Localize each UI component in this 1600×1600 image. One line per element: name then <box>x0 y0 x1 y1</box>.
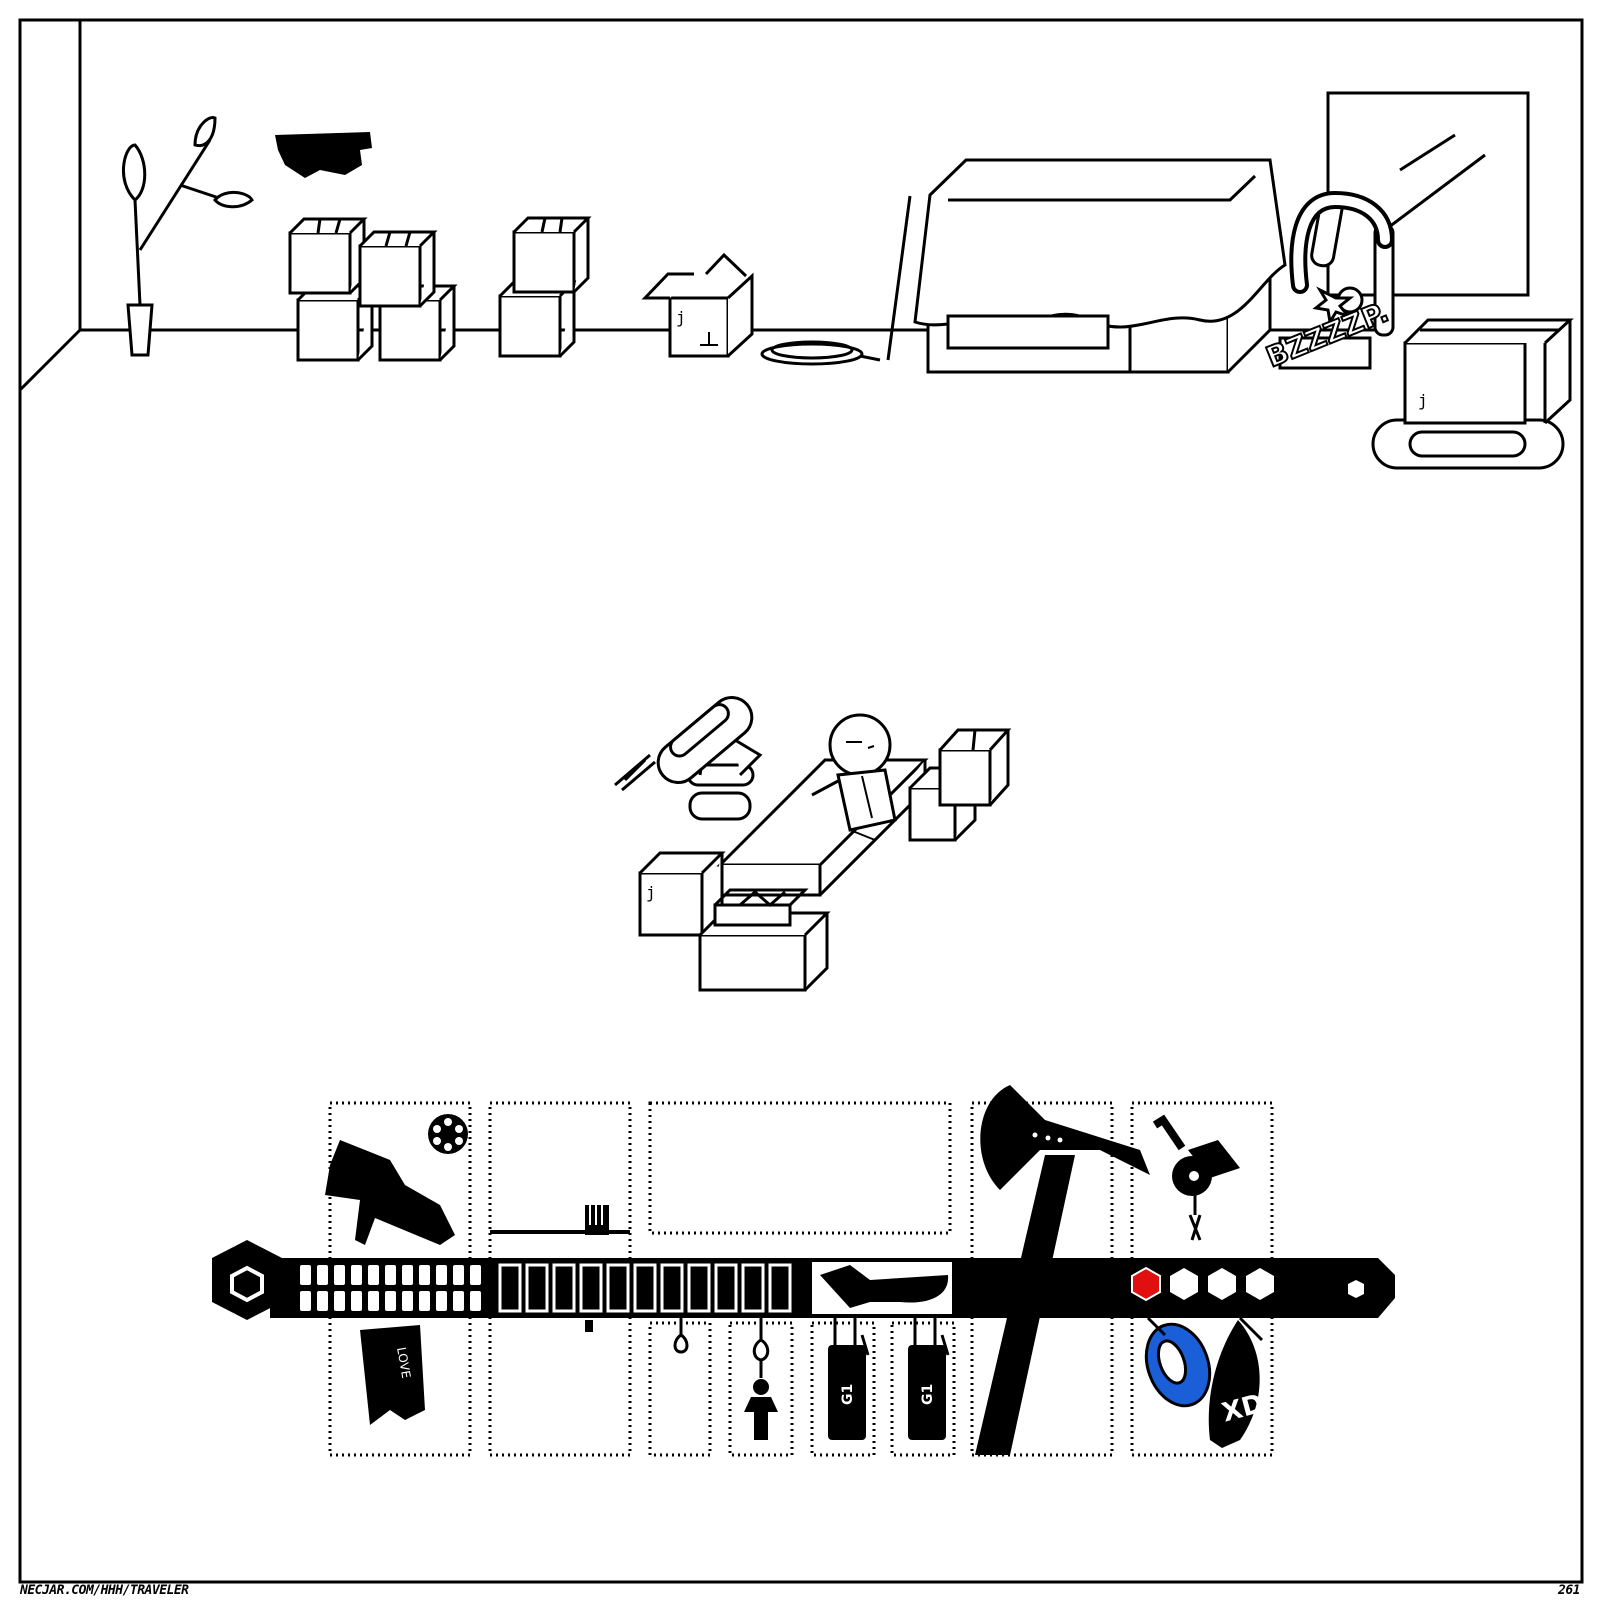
ammo-counter <box>300 1263 792 1313</box>
ammo-cell <box>334 1265 345 1285</box>
ammo-cell <box>385 1265 396 1285</box>
comb-icon[interactable] <box>490 1205 630 1332</box>
ammo-cell <box>402 1265 413 1285</box>
box-glyph: j <box>646 883 656 902</box>
ammo-cell <box>453 1265 464 1285</box>
ammo-cell <box>317 1265 328 1285</box>
ammo-cell <box>453 1291 464 1311</box>
ammo-cell-large <box>525 1263 549 1313</box>
ammo-cell-large <box>741 1263 765 1313</box>
belt-bar <box>212 1240 1395 1320</box>
key-icon[interactable] <box>1152 1114 1240 1241</box>
coiled-cable <box>760 340 881 366</box>
ammo-cell <box>368 1265 379 1285</box>
revolver-label: LOVE <box>394 1346 413 1379</box>
mirror-panel <box>1326 91 1530 297</box>
footer-url[interactable]: NECJAR.COM/HHH/TRAVELER <box>20 1583 189 1598</box>
box-glyph: j <box>676 308 686 327</box>
slot-grenade-2[interactable] <box>890 1321 956 1457</box>
belt-hex-icon <box>212 1240 282 1320</box>
ammo-cell-large <box>660 1263 684 1313</box>
health-hex-active <box>1131 1266 1161 1302</box>
ammo-cell-large <box>633 1263 657 1313</box>
health-hex <box>1170 1268 1198 1300</box>
ammo-cell <box>419 1291 430 1311</box>
ammo-cell-large <box>579 1263 603 1313</box>
grenade-icon[interactable]: G1 <box>828 1318 870 1440</box>
ammo-cell <box>402 1291 413 1311</box>
ammo-cell <box>300 1265 311 1285</box>
ammo-cell <box>334 1291 345 1311</box>
inventory: LOVE G1 G1 <box>212 1085 1395 1457</box>
ammo-cell <box>470 1265 481 1285</box>
open-box: j <box>641 252 754 358</box>
ammo-cell <box>317 1291 328 1311</box>
belt-end-hex <box>1348 1280 1364 1298</box>
ammo-cell <box>436 1291 447 1311</box>
character-scene: j <box>614 696 1012 992</box>
ammo-cell <box>368 1291 379 1311</box>
covered-table <box>886 158 1287 374</box>
tracked-robot: j <box>1371 318 1574 470</box>
scribble-marks <box>275 132 372 178</box>
grenade-label: G1 <box>920 1384 936 1405</box>
ammo-cell-large <box>714 1263 738 1313</box>
ammo-cell <box>351 1291 362 1311</box>
revolver-icon[interactable]: LOVE <box>325 1114 468 1425</box>
ammo-cell <box>436 1265 447 1285</box>
ammo-cell-large <box>606 1263 630 1313</box>
ammo-cell <box>300 1291 311 1311</box>
ammo-cell <box>419 1265 430 1285</box>
robot-arm <box>1278 190 1395 370</box>
ammo-cell <box>351 1265 362 1285</box>
ammo-cell <box>385 1291 396 1311</box>
knife-icon <box>820 1265 949 1308</box>
ammo-cell-large <box>768 1263 792 1313</box>
health-hex <box>1246 1268 1274 1300</box>
stacked-boxes-left <box>288 216 592 362</box>
grenade-icon[interactable]: G1 <box>908 1318 950 1440</box>
grenade-label: G1 <box>840 1384 856 1405</box>
box-glyph: j <box>1418 391 1428 410</box>
ammo-cell <box>470 1291 481 1311</box>
slot-grenade-1[interactable] <box>810 1321 876 1457</box>
slot-empty-top[interactable] <box>648 1101 952 1235</box>
health-hex <box>1208 1268 1236 1300</box>
ammo-cell-large <box>552 1263 576 1313</box>
potted-plant <box>121 116 254 357</box>
ammo-cell-large <box>687 1263 711 1313</box>
footer-page-number: 261 <box>1558 1583 1580 1598</box>
axe-icon[interactable] <box>975 1085 1150 1455</box>
duct-tape-icon[interactable] <box>1135 1315 1220 1414</box>
keychain-figure-icon[interactable] <box>673 1318 778 1440</box>
ammo-cell-large <box>498 1263 522 1313</box>
